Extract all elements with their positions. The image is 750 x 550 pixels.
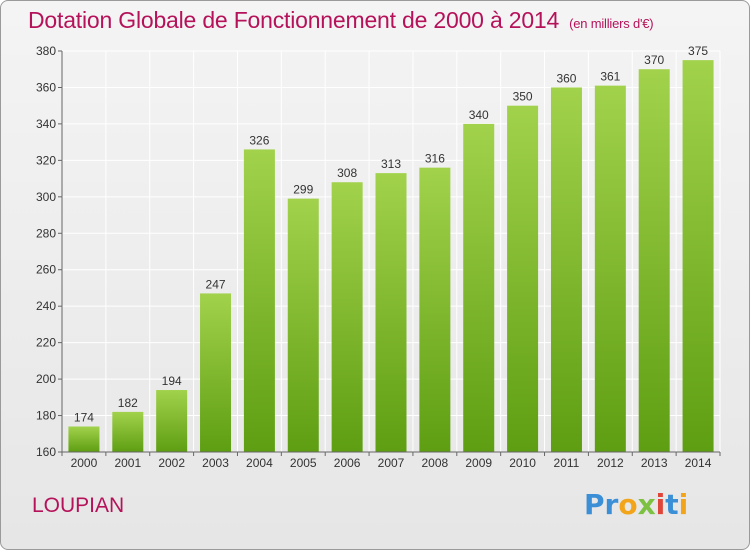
- y-tick-label: 260: [36, 263, 56, 277]
- bar: [156, 390, 188, 452]
- x-tick-label: 2008: [422, 456, 449, 470]
- x-tick-label: 2000: [71, 456, 98, 470]
- commune-name: LOUPIAN: [32, 494, 125, 517]
- bar: [419, 167, 451, 452]
- y-tick-label: 320: [36, 153, 56, 167]
- proxiti-logo: Proxiti: [584, 488, 688, 521]
- data-label: 350: [513, 90, 533, 104]
- bar: [594, 85, 626, 452]
- data-label: 316: [425, 152, 445, 166]
- data-label: 308: [337, 166, 357, 180]
- bar: [507, 105, 539, 452]
- bar: [200, 293, 232, 452]
- logo-letter: x: [637, 488, 656, 521]
- y-tick-label: 220: [36, 336, 56, 350]
- bar: [638, 69, 670, 453]
- bar: [682, 60, 714, 452]
- bar: [331, 182, 363, 452]
- y-tick-label: 180: [36, 409, 56, 423]
- data-label: 299: [293, 183, 313, 197]
- chart-title-text: Dotation Globale de Fonctionnement de 20…: [28, 7, 560, 33]
- bar: [550, 87, 582, 453]
- y-tick-label: 280: [36, 226, 56, 240]
- x-tick-label: 2005: [290, 456, 317, 470]
- y-tick-label: 360: [36, 80, 56, 94]
- chart-subtitle: (en milliers d'€): [569, 16, 654, 31]
- logo-letter: i: [678, 488, 689, 521]
- logo-letter: i: [655, 488, 666, 521]
- data-label: 174: [74, 410, 94, 424]
- bars: [68, 60, 714, 453]
- axes: [58, 50, 721, 456]
- x-tick-label: 2011: [554, 456, 580, 470]
- y-tick-label: 380: [36, 44, 56, 58]
- logo-letter: t: [665, 488, 679, 521]
- data-label: 340: [469, 108, 489, 122]
- y-tick-label: 340: [36, 117, 56, 131]
- x-tick-label: 2004: [246, 456, 273, 470]
- data-label: 326: [249, 133, 269, 147]
- x-tick-label: 2006: [334, 456, 361, 470]
- y-tick-label: 300: [36, 190, 56, 204]
- y-tick-label: 240: [36, 299, 56, 313]
- x-tick-label: 2010: [509, 456, 536, 470]
- bar: [463, 123, 495, 452]
- data-label: 361: [600, 70, 620, 84]
- data-label: 360: [556, 71, 576, 85]
- x-tick-label: 2001: [114, 456, 141, 470]
- x-tick-label: 2003: [202, 456, 229, 470]
- chart-title: Dotation Globale de Fonctionnement de 20…: [28, 7, 654, 34]
- data-label: 313: [381, 157, 401, 171]
- logo-letter: P: [584, 488, 605, 521]
- data-label: 370: [644, 53, 664, 67]
- y-tick-label: 160: [36, 445, 56, 459]
- x-tick-label: 2014: [685, 456, 712, 470]
- bar: [112, 411, 144, 452]
- logo-letter: r: [604, 488, 619, 521]
- x-tick-label: 2007: [378, 456, 405, 470]
- data-label: 194: [162, 374, 182, 388]
- x-tick-label: 2013: [641, 456, 668, 470]
- data-label: 375: [688, 44, 708, 58]
- data-label: 247: [206, 277, 226, 291]
- bar: [287, 198, 319, 452]
- x-tick-label: 2012: [597, 456, 624, 470]
- data-label: 182: [118, 396, 138, 410]
- x-tick-label: 2002: [158, 456, 185, 470]
- labels: 160 180 200 220 240 260 280 300 320 340 360 380 174 2…: [36, 44, 712, 470]
- bar: [68, 426, 100, 452]
- bar: [243, 149, 275, 452]
- logo-letter: o: [618, 488, 638, 521]
- y-tick-label: 200: [36, 372, 56, 386]
- x-tick-label: 2009: [465, 456, 492, 470]
- bar: [375, 173, 407, 452]
